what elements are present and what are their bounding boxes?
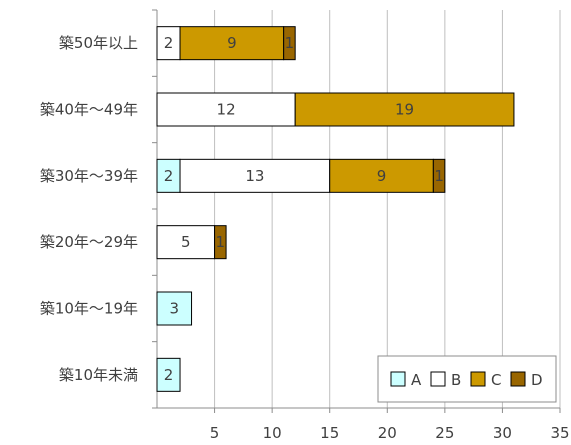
bar-B [179,158,331,193]
x-tick-label: 5 [210,424,220,442]
x-tick-label: 35 [550,424,569,442]
legend-swatch-D [510,371,526,387]
x-tick-label: 30 [493,424,512,442]
data-label: 9 [227,34,237,52]
bar-D [283,26,296,61]
x-tick-label: 15 [320,424,339,442]
category-label: 築20年～29年 [40,233,138,251]
category-label: 築40年～49年 [40,101,138,119]
bar-C [179,26,285,61]
legend-swatch-B [430,371,446,387]
x-tick-label: 20 [378,424,397,442]
data-label: 3 [169,300,179,318]
x-tick-label: 10 [263,424,282,442]
category-label: 築50年以上 [59,34,138,52]
bar-B [156,92,296,127]
bar-A [156,357,181,392]
data-label: 1 [434,167,444,185]
data-label: 12 [217,101,236,119]
legend-label: B [451,371,461,389]
data-label: 1 [285,34,295,52]
data-label: 19 [395,101,414,119]
data-label: 1 [216,233,226,251]
legend: A B C D [377,355,557,403]
data-label: 5 [181,233,191,251]
legend-label: A [411,371,422,389]
data-label: 2 [164,34,174,52]
data-label: 13 [245,167,264,185]
data-label: 9 [377,167,387,185]
bar-C [294,92,515,127]
legend-swatch-C [470,371,486,387]
legend-label: D [531,371,543,389]
x-tick-label: 25 [435,424,454,442]
category-label: 築10年未満 [59,366,138,384]
bar-A [156,291,193,326]
bar-D [214,225,227,260]
gridlines [214,10,561,408]
category-label: 築30年～39年 [40,167,138,185]
data-label: 2 [164,167,174,185]
data-label: 2 [164,366,174,384]
legend-label: C [491,371,501,389]
category-label: 築10年～19年 [40,300,138,318]
legend-box [377,355,557,403]
bar-D [432,158,446,193]
bar-C [329,158,434,193]
legend-swatch-A [390,371,406,387]
